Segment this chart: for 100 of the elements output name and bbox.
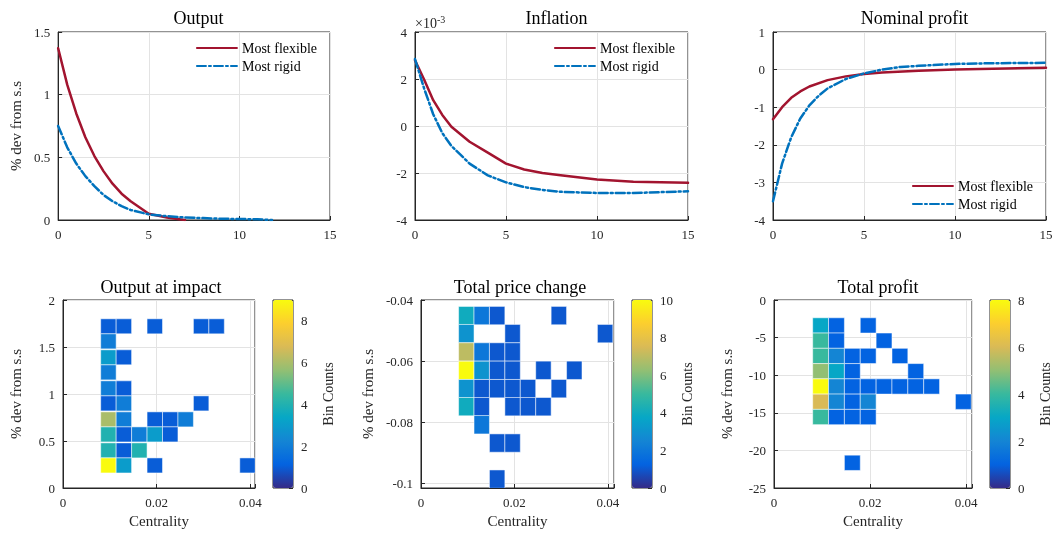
x-tick-label: 10 <box>232 227 246 242</box>
point <box>923 378 941 395</box>
point <box>504 397 521 417</box>
point <box>519 397 537 417</box>
point <box>177 411 194 428</box>
point <box>473 360 490 380</box>
line-series <box>56 47 187 222</box>
y-tick-label: -4 <box>754 212 766 228</box>
point <box>907 378 925 395</box>
color-bar-label: 0 <box>301 480 308 496</box>
y-tick-label: -5 <box>755 330 766 346</box>
point <box>100 442 117 459</box>
color-bar-label: 4 <box>660 405 667 421</box>
y-tick-label: -4 <box>396 212 408 228</box>
color-bar-label: 8 <box>660 330 667 346</box>
point <box>828 408 845 426</box>
legend-label: Most rigid <box>599 58 659 74</box>
point <box>146 426 164 443</box>
y-tick-label: 1 <box>758 24 765 40</box>
y-tick-label: 0 <box>48 480 55 496</box>
y-tick-label: 2 <box>48 292 55 308</box>
color-bar-label: 2 <box>660 442 667 458</box>
x-axis-title: Centrality <box>843 513 904 530</box>
point <box>100 411 117 428</box>
legend-label: Most rigid <box>957 196 1017 212</box>
point <box>843 408 861 426</box>
x-tick-label: 5 <box>145 227 153 242</box>
point <box>843 393 861 410</box>
point <box>162 426 179 443</box>
point <box>504 378 521 399</box>
x-tick-label: 0.04 <box>954 495 979 510</box>
chart-title: Output at impact <box>100 277 222 297</box>
point <box>488 378 506 399</box>
x-tick-label: 15 <box>1039 227 1053 242</box>
point <box>115 349 133 366</box>
point <box>519 378 537 399</box>
point <box>100 364 117 381</box>
y-tick-label: -10 <box>748 367 766 383</box>
y-tick-label: -2 <box>396 165 407 181</box>
point <box>875 332 893 349</box>
point <box>891 347 909 365</box>
y-axis-title: % dev from s.s <box>718 348 735 439</box>
point <box>859 393 877 410</box>
color-bar-label: 6 <box>1018 339 1025 355</box>
point <box>100 318 117 335</box>
y-tick-label: 1.5 <box>33 24 51 40</box>
point <box>812 332 830 349</box>
point <box>131 442 148 459</box>
point <box>504 433 521 453</box>
y-axis-title: % dev from s.s <box>7 348 24 439</box>
y-tick-label: 1 <box>43 87 51 103</box>
point <box>115 318 133 335</box>
point <box>473 378 490 399</box>
legend-label: Most rigid <box>241 58 301 74</box>
color-bar-label: 0 <box>1018 480 1025 496</box>
point <box>488 433 506 453</box>
point <box>239 457 255 474</box>
x-tick-label: 5 <box>860 227 868 242</box>
x-axis-title: Centrality <box>487 513 548 530</box>
x-tick-label: 0 <box>417 495 425 510</box>
point <box>859 408 877 426</box>
point <box>115 411 133 428</box>
legend-label: Most flexible <box>599 40 675 56</box>
color-bar-title: Bin Counts <box>679 362 695 426</box>
point <box>146 318 164 335</box>
point <box>100 457 117 474</box>
point <box>859 317 877 334</box>
color-bar-label: 6 <box>301 355 308 371</box>
x-tick-label: 0.02 <box>503 495 526 510</box>
color-bar-label: 10 <box>660 292 673 308</box>
y-tick-label: 0.5 <box>33 149 51 165</box>
point <box>115 395 133 412</box>
x-tick-label: 0 <box>770 495 778 510</box>
y-tick-label: 1.5 <box>38 339 55 355</box>
color-bar-label: 4 <box>301 396 308 412</box>
point <box>504 342 521 362</box>
point <box>115 380 133 397</box>
point <box>504 360 521 380</box>
y-axis-title: % dev from s.s <box>7 80 24 171</box>
point <box>115 457 133 474</box>
x-tick-label: 10 <box>948 227 962 242</box>
point <box>100 380 117 397</box>
point <box>146 411 164 428</box>
point <box>843 363 861 380</box>
point <box>131 426 148 443</box>
point <box>954 393 972 410</box>
y-tick-label: 0 <box>43 212 51 228</box>
y-tick-label: -1 <box>754 99 765 115</box>
chart-title: Nominal profit <box>860 8 969 28</box>
point <box>828 393 845 410</box>
point <box>535 360 552 380</box>
point <box>458 323 475 344</box>
point <box>115 426 133 443</box>
point <box>843 454 861 471</box>
color-bar-label: 2 <box>301 438 308 454</box>
point <box>100 426 117 443</box>
chart-title: Total price change <box>453 277 587 297</box>
y-tick-label: -0.04 <box>385 292 414 308</box>
x-tick-label: 0 <box>769 227 777 242</box>
y-tick-label: -0.1 <box>392 475 413 491</box>
